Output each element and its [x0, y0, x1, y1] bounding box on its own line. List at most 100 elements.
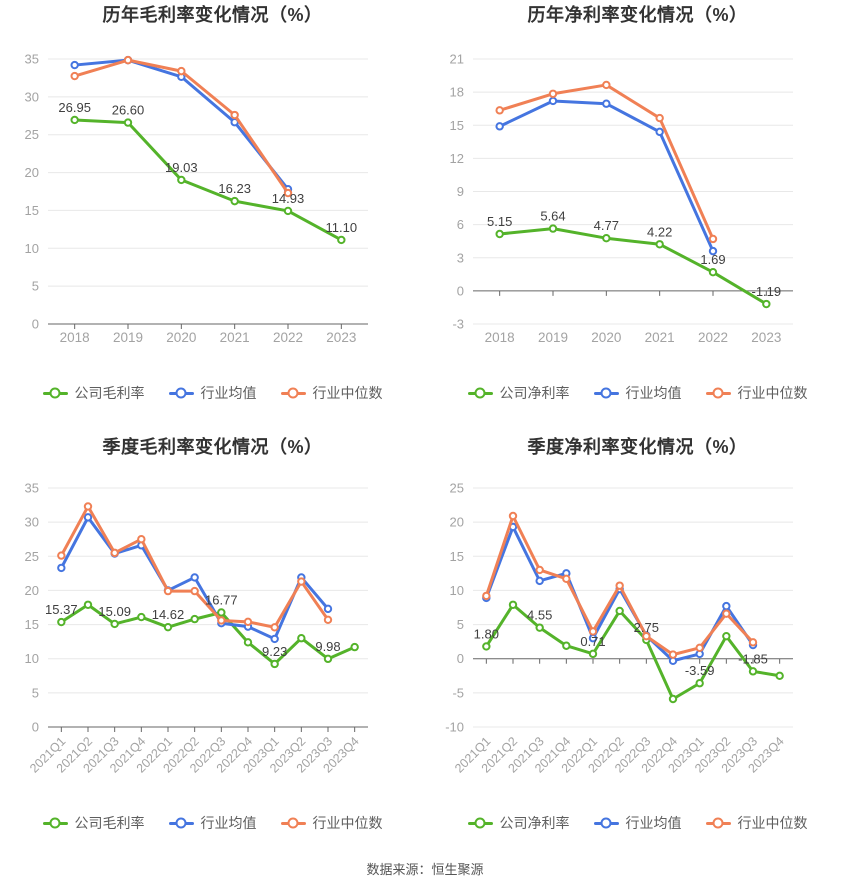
legend-item-industry-average[interactable]: 行业均值 [593, 383, 682, 403]
svg-text:3: 3 [457, 250, 464, 265]
legend: 公司净利率 行业均值 行业中位数 [425, 812, 850, 834]
line-series-marker-icon [705, 387, 731, 399]
svg-text:15: 15 [25, 203, 39, 218]
legend-item-industry-median[interactable]: 行业中位数 [705, 813, 808, 833]
svg-text:4.22: 4.22 [647, 224, 672, 239]
svg-text:9.98: 9.98 [315, 639, 340, 654]
svg-text:0.71: 0.71 [580, 634, 605, 649]
legend-item-industry-average[interactable]: 行业均值 [168, 383, 257, 403]
svg-text:2020: 2020 [166, 330, 196, 345]
charts-grid: 历年毛利率变化情况（%） 0 5 10 15 20 25 30 35 2018 2019 2020 2… [0, 0, 850, 845]
svg-text:21: 21 [450, 52, 464, 67]
chart-annual-gross-margin: 历年毛利率变化情况（%） 0 5 10 15 20 25 30 35 2018 2019 2020 2… [0, 0, 425, 430]
svg-text:5: 5 [457, 617, 464, 632]
quarterly-net-margin-plot: -10-505101520252021Q12021Q22021Q32021Q42… [445, 481, 793, 776]
svg-text:-3.59: -3.59 [685, 663, 715, 678]
svg-text:15.37: 15.37 [45, 602, 78, 617]
svg-text:0: 0 [32, 317, 39, 332]
svg-text:2019: 2019 [538, 330, 568, 345]
svg-text:26.95: 26.95 [58, 100, 91, 115]
line-series-marker-icon [593, 817, 619, 829]
svg-text:2021: 2021 [220, 330, 250, 345]
svg-text:26.60: 26.60 [112, 103, 145, 118]
svg-text:14.62: 14.62 [152, 607, 185, 622]
svg-text:25: 25 [25, 549, 39, 564]
legend-item-industry-average[interactable]: 行业均值 [168, 813, 257, 833]
svg-text:5.64: 5.64 [540, 209, 565, 224]
svg-text:5.15: 5.15 [487, 214, 512, 229]
legend: 公司毛利率 行业均值 行业中位数 [0, 812, 425, 834]
legend-item-industry-median[interactable]: 行业中位数 [280, 813, 383, 833]
line-series-marker-icon [593, 387, 619, 399]
svg-text:14.93: 14.93 [272, 191, 305, 206]
line-series-marker-icon [42, 387, 68, 399]
svg-text:15.09: 15.09 [98, 604, 131, 619]
line-series-marker-icon [42, 817, 68, 829]
svg-text:18: 18 [450, 85, 464, 100]
legend: 公司净利率 行业均值 行业中位数 [425, 382, 850, 404]
svg-text:-3: -3 [452, 317, 464, 332]
legend-item-company-net-margin[interactable]: 公司净利率 [467, 383, 570, 403]
legend-item-industry-median[interactable]: 行业中位数 [280, 383, 383, 403]
legend-item-industry-median[interactable]: 行业中位数 [705, 383, 808, 403]
svg-text:16.23: 16.23 [218, 181, 251, 196]
svg-text:15: 15 [450, 118, 464, 133]
svg-text:-1.85: -1.85 [738, 651, 768, 666]
svg-text:9: 9 [457, 184, 464, 199]
svg-text:30: 30 [25, 89, 39, 104]
annual-gross-margin-plot: 0 5 10 15 20 25 30 35 2018 2019 2020 2021 2022 2023 26… [25, 52, 368, 345]
chart-title: 历年净利率变化情况（%） [527, 5, 748, 25]
svg-text:4.55: 4.55 [527, 608, 552, 623]
chart-quarterly-net-margin: 季度净利率变化情况（%） -10 -5 0 5 10 15 20 25 2021Q1 2021Q2… [425, 430, 850, 845]
svg-text:2.75: 2.75 [634, 620, 659, 635]
svg-text:16.77: 16.77 [205, 592, 238, 607]
svg-text:10: 10 [450, 583, 464, 598]
line-series-marker-icon [467, 387, 493, 399]
svg-text:2020: 2020 [591, 330, 621, 345]
chart-title: 季度净利率变化情况（%） [527, 437, 748, 457]
line-series-marker-icon [280, 817, 306, 829]
svg-text:20: 20 [450, 515, 464, 530]
svg-text:0: 0 [457, 651, 464, 666]
svg-text:30: 30 [25, 515, 39, 530]
svg-text:2018: 2018 [485, 330, 515, 345]
svg-text:19.03: 19.03 [165, 160, 198, 175]
svg-text:11.10: 11.10 [326, 220, 358, 235]
chart-quarterly-gross-margin: 季度毛利率变化情况（%） 0 5 10 15 20 25 30 35 2021Q1 2021Q2 2… [0, 430, 425, 845]
svg-text:-10: -10 [445, 720, 464, 735]
line-series-marker-icon [280, 387, 306, 399]
svg-text:2018: 2018 [60, 330, 90, 345]
legend-item-company-gross-margin[interactable]: 公司毛利率 [42, 813, 145, 833]
svg-text:35: 35 [25, 481, 39, 496]
svg-text:25: 25 [25, 127, 39, 142]
svg-text:15: 15 [450, 549, 464, 564]
svg-text:1.69: 1.69 [700, 252, 725, 267]
svg-text:5: 5 [32, 685, 39, 700]
legend-item-company-gross-margin[interactable]: 公司毛利率 [42, 383, 145, 403]
chart-title: 历年毛利率变化情况（%） [102, 5, 323, 25]
svg-text:2022: 2022 [273, 330, 303, 345]
svg-text:35: 35 [25, 52, 39, 67]
line-series-marker-icon [467, 817, 493, 829]
svg-text:2022: 2022 [698, 330, 728, 345]
svg-text:15: 15 [25, 617, 39, 632]
legend-item-company-net-margin[interactable]: 公司净利率 [467, 813, 570, 833]
svg-text:1.80: 1.80 [474, 626, 499, 641]
svg-text:4.77: 4.77 [594, 218, 619, 233]
annual-net-margin-plot: -3 0 3 6 9 12 15 18 21 2018 2019 2020 2021 2022 2023 5.… [450, 52, 793, 345]
svg-text:25: 25 [450, 481, 464, 496]
svg-text:2023: 2023 [326, 330, 356, 345]
quarterly-gross-margin-plot: 051015202530352021Q12021Q22021Q32021Q420… [25, 481, 368, 776]
svg-text:9.23: 9.23 [262, 644, 287, 659]
svg-text:0: 0 [457, 283, 464, 298]
svg-text:0: 0 [32, 720, 39, 735]
svg-text:-1.19: -1.19 [752, 284, 782, 299]
svg-text:12: 12 [450, 151, 464, 166]
legend-item-industry-average[interactable]: 行业均值 [593, 813, 682, 833]
line-series-marker-icon [168, 817, 194, 829]
svg-text:20: 20 [25, 583, 39, 598]
svg-text:20: 20 [25, 165, 39, 180]
svg-text:10: 10 [25, 241, 39, 256]
line-series-marker-icon [705, 817, 731, 829]
chart-annual-net-margin: 历年净利率变化情况（%） -3 0 3 6 9 12 15 18 21 2018 2019 2020 2… [425, 0, 850, 430]
